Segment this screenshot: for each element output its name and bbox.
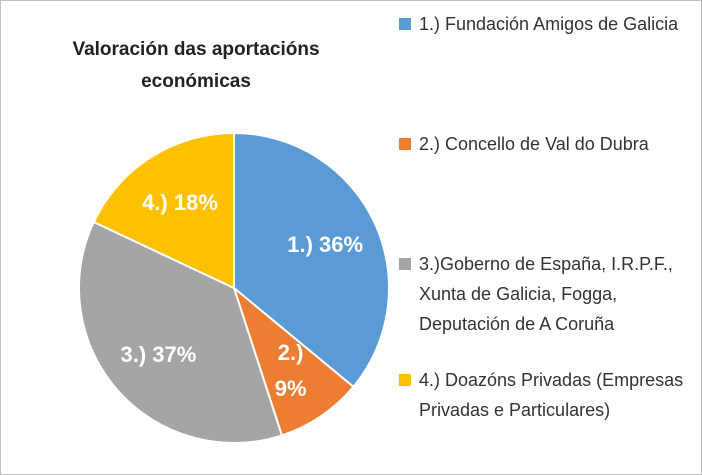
legend-item: 4.) Doazóns Privadas (Empresas Privadas …: [399, 365, 689, 425]
legend-label: 4.) Doazóns Privadas (Empresas Privadas …: [419, 370, 684, 420]
legend-item: 3.)Goberno de España, I.R.P.F., Xunta de…: [399, 249, 689, 339]
legend-swatch: [399, 374, 411, 386]
legend-label: 1.) Fundación Amigos de Galicia: [419, 14, 679, 34]
pie-slice: [92, 131, 235, 290]
chart-title: Valoración das aportacións económicas: [72, 39, 320, 92]
pie-slice: [231, 285, 355, 437]
legend-label: 2.) Concello de Val do Dubra: [419, 134, 649, 154]
pie-slice: [78, 220, 284, 444]
legend-swatch: [399, 138, 411, 150]
legend-item: 1.) Fundación Amigos de Galicia: [399, 9, 689, 39]
legend-label: 3.)Goberno de España, I.R.P.F., Xunta de…: [419, 254, 673, 334]
legend-swatch: [399, 18, 411, 30]
slice-label: 2.) 9%: [274, 340, 307, 402]
legend-item: 2.) Concello de Val do Dubra: [399, 129, 689, 159]
legend-swatch: [399, 258, 411, 270]
slice-label: 3.) 37%: [120, 341, 197, 367]
pie-slice: [233, 131, 390, 389]
slice-label: 4.) 18%: [142, 189, 218, 215]
slice-label: 1.) 36%: [287, 232, 364, 258]
